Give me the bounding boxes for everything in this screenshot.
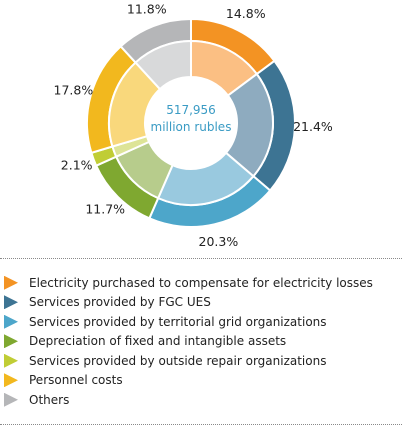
slice-label-services-provided-by-outside-repair-organizations: 2.1%: [61, 158, 93, 173]
legend-swatch-icon: [4, 373, 18, 388]
legend-item: Personnel costs: [0, 371, 402, 391]
legend-item: Others: [0, 390, 402, 410]
legend-swatch-icon: [4, 353, 18, 368]
legend-label: Depreciation of fixed and intangible ass…: [29, 334, 287, 349]
slice-label-others: 11.8%: [127, 1, 167, 16]
legend-swatch-icon: [4, 295, 18, 310]
slice-label-electricity-purchased-to-compensate-for-electricity-losses: 14.8%: [226, 6, 266, 21]
inner-ring: [108, 39, 274, 206]
donut-chart: 14.8% 21.4% 20.3% 11.7% 2.1% 17.8% 11.8% 517,9…: [54, 1, 333, 249]
slice-label-services-provided-by-fgc-ues: 21.4%: [293, 119, 333, 134]
legend-item: Services provided by FGC UES: [0, 293, 402, 313]
legend-swatch-icon: [4, 392, 18, 407]
legend-item: Electricity purchased to compensate for …: [0, 273, 402, 293]
slice-inner-others: [134, 39, 192, 91]
legend-swatch-icon: [4, 314, 18, 329]
center-total-value: 517,956: [166, 103, 216, 117]
top-divider: [0, 258, 402, 259]
legend-label: Personnel costs: [29, 373, 123, 388]
legend-item: Depreciation of fixed and intangible ass…: [0, 332, 402, 352]
slice-label-personnel-costs: 17.8%: [54, 83, 94, 98]
legend-label: Services provided by outside repair orga…: [29, 353, 327, 368]
slice-label-depreciation-of-fixed-and-intangible-assets: 11.7%: [85, 202, 125, 217]
legend-label: Services provided by territorial grid or…: [29, 314, 327, 329]
legend-swatch-icon: [4, 334, 18, 349]
percentage-labels: 14.8% 21.4% 20.3% 11.7% 2.1% 17.8% 11.8%: [54, 1, 333, 249]
center-total-unit: million rubles: [151, 120, 232, 134]
legend: Electricity purchased to compensate for …: [0, 273, 402, 410]
legend-swatch-icon: [4, 275, 18, 290]
legend-label: Electricity purchased to compensate for …: [29, 275, 373, 290]
legend-label: Others: [29, 392, 70, 407]
legend-label: Services provided by FGC UES: [29, 295, 211, 310]
legend-item: Services provided by outside repair orga…: [0, 351, 402, 371]
bottom-divider: [0, 424, 402, 425]
legend-item: Services provided by territorial grid or…: [0, 312, 402, 332]
slice-label-services-provided-by-territorial-grid-organizations: 20.3%: [199, 234, 239, 249]
